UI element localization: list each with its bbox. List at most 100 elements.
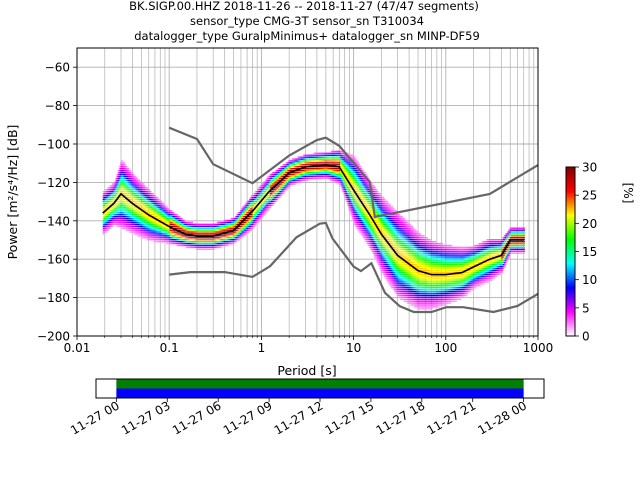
density-cell [259,210,261,212]
density-cell [323,154,326,156]
density-cell [108,198,111,201]
density-cell [152,198,154,201]
density-cell [348,169,350,172]
density-cell [108,187,111,189]
density-cell [307,158,310,160]
density-cell [151,214,153,216]
density-cell [302,160,304,162]
density-cell [113,192,115,195]
density-cell [363,214,365,216]
density-cell [352,187,355,189]
density-cell [358,175,361,178]
density-cell [130,229,132,231]
density-cell [242,210,244,212]
density-cell [140,216,143,218]
density-cell [149,200,152,202]
density-cell [242,208,244,210]
density-cell [181,225,183,227]
density-cell [164,210,167,212]
density-cell [223,237,226,239]
density-cell [375,242,378,245]
density-cell [330,177,333,179]
density-cell [154,204,157,206]
density-cell [245,208,248,210]
density-cell [149,212,152,214]
density-cell [345,160,348,162]
density-cell [341,158,343,160]
density-cell [255,191,258,193]
density-cell [153,212,155,214]
density-cell [154,214,157,216]
density-cell [205,240,207,243]
density-cell [155,235,158,237]
density-cell [350,173,353,176]
density-cell [169,235,172,237]
density-cell [137,212,139,214]
density-cell [105,225,107,227]
density-cell [274,194,276,197]
density-cell [348,166,350,168]
density-cell [318,160,320,162]
density-cell [116,214,119,216]
density-cell [125,200,128,202]
density-cell [299,158,302,160]
density-cell [219,221,221,224]
density-cell [156,212,159,214]
density-cell [137,185,139,187]
density-cell [303,175,305,178]
density-cell [125,206,128,208]
density-cell [158,216,160,218]
density-cell [265,212,267,214]
density-cell [103,217,106,220]
density-cell [287,166,289,168]
density-cell [215,227,218,229]
density-cell [308,169,311,172]
density-cell [162,204,165,206]
density-cell [370,227,372,229]
density-cell [364,237,366,239]
density-cell [251,204,253,206]
density-cell [374,210,377,212]
density-cell [241,229,243,231]
density-cell [168,219,170,222]
density-cell [148,192,151,195]
density-cell [223,242,226,245]
density-cell [272,192,274,195]
density-cell [133,187,136,189]
density-cell [237,227,240,229]
density-cell [283,189,286,191]
density-cell [326,177,328,179]
density-cell [138,225,140,227]
density-cell [149,235,152,237]
density-cell [349,166,351,168]
density-cell [220,235,222,237]
density-cell [102,229,105,231]
density-cell [365,200,368,202]
density-cell [146,204,149,206]
density-cell [303,179,305,181]
density-cell [236,231,238,233]
density-cell [156,214,159,216]
density-cell [130,187,132,189]
density-cell [137,192,139,195]
density-cell [311,154,313,156]
density-cell [144,221,146,224]
density-cell [136,210,138,212]
density-cell [179,229,182,231]
density-cell [175,235,177,237]
density-cell [106,200,108,202]
density-cell [215,239,218,241]
density-cell [318,168,320,170]
density-cell [153,221,155,224]
density-cell [305,160,308,162]
density-cell [351,192,354,195]
density-cell [111,191,114,193]
density-cell [276,169,279,172]
density-cell [114,189,116,191]
density-cell [249,219,251,222]
density-cell [168,237,170,239]
density-cell [211,229,213,231]
density-cell [292,162,295,164]
density-cell [272,185,274,187]
density-cell [118,196,121,199]
